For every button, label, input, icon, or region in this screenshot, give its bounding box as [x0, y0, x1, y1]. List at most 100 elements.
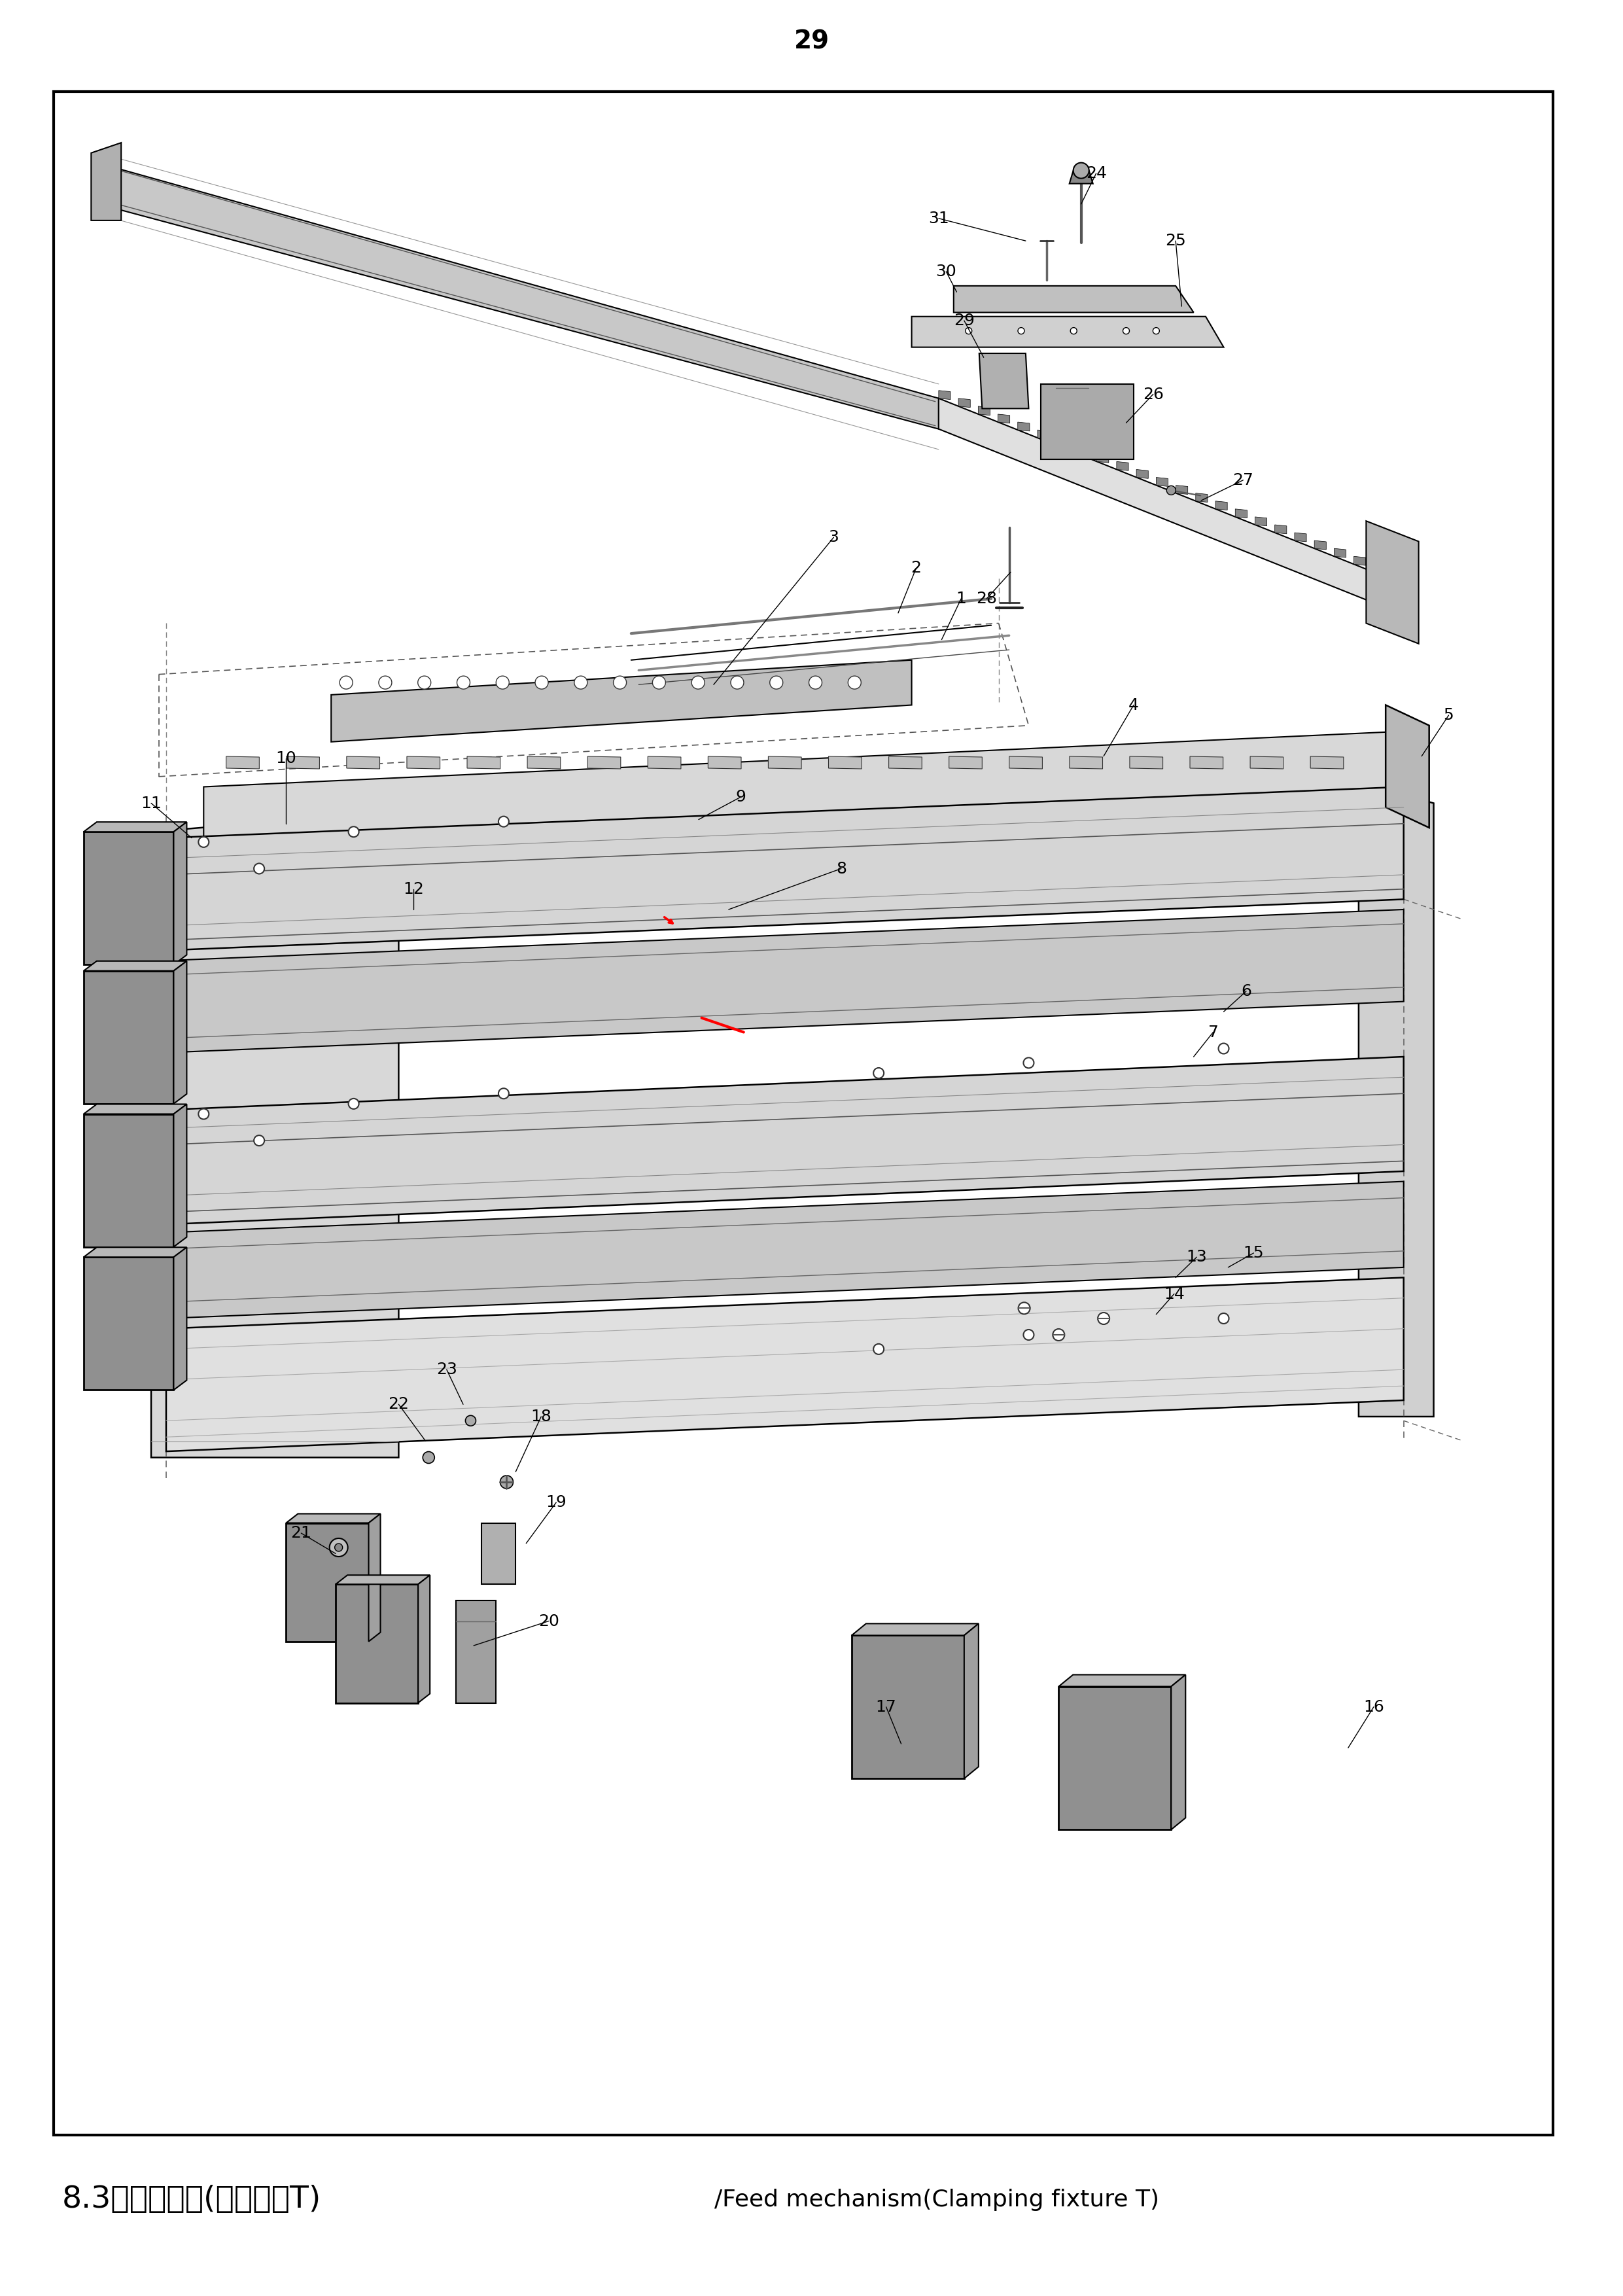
Text: 19: 19 — [545, 1495, 566, 1511]
Circle shape — [1018, 1302, 1031, 1313]
Text: 13: 13 — [1186, 1249, 1208, 1265]
Circle shape — [1053, 1329, 1065, 1341]
Text: 15: 15 — [1243, 1244, 1264, 1261]
Circle shape — [1167, 487, 1175, 496]
Polygon shape — [1078, 445, 1089, 455]
Polygon shape — [768, 755, 802, 769]
Polygon shape — [1274, 526, 1287, 533]
Text: 7: 7 — [1208, 1024, 1219, 1040]
Polygon shape — [174, 822, 187, 964]
Circle shape — [417, 675, 430, 689]
Text: 8: 8 — [836, 861, 846, 877]
Polygon shape — [407, 755, 440, 769]
Circle shape — [198, 836, 209, 847]
Circle shape — [1073, 163, 1089, 179]
Polygon shape — [964, 1623, 979, 1779]
Polygon shape — [84, 962, 187, 971]
Circle shape — [873, 1343, 885, 1355]
Text: 24: 24 — [1086, 165, 1107, 181]
Polygon shape — [84, 822, 187, 831]
Polygon shape — [1117, 461, 1128, 471]
Polygon shape — [419, 1575, 430, 1704]
Text: 6: 6 — [1242, 983, 1251, 999]
Bar — [84, 831, 174, 964]
Polygon shape — [166, 1182, 1404, 1318]
Polygon shape — [1196, 494, 1208, 503]
Text: 29: 29 — [794, 30, 829, 53]
Polygon shape — [828, 755, 862, 769]
Text: 11: 11 — [141, 794, 162, 810]
Text: 31: 31 — [928, 211, 949, 227]
Circle shape — [198, 1109, 209, 1118]
Polygon shape — [1216, 501, 1227, 510]
Bar — [54, 92, 1553, 2135]
Polygon shape — [1058, 1674, 1185, 1688]
Circle shape — [1071, 328, 1078, 335]
Polygon shape — [99, 163, 938, 429]
Polygon shape — [1037, 429, 1050, 439]
Polygon shape — [166, 909, 1404, 1052]
Polygon shape — [347, 755, 380, 769]
Polygon shape — [1172, 1674, 1185, 1830]
Polygon shape — [1070, 170, 1092, 184]
Text: 9: 9 — [735, 790, 747, 806]
Text: 16: 16 — [1363, 1699, 1384, 1715]
Polygon shape — [938, 397, 1373, 604]
Polygon shape — [1310, 755, 1344, 769]
Circle shape — [1097, 1313, 1110, 1325]
Polygon shape — [1367, 521, 1419, 643]
Circle shape — [253, 1134, 265, 1146]
Polygon shape — [166, 788, 1404, 951]
Circle shape — [498, 817, 510, 827]
Polygon shape — [1130, 755, 1162, 769]
Text: 23: 23 — [437, 1362, 458, 1378]
Circle shape — [466, 1414, 476, 1426]
Polygon shape — [174, 962, 187, 1104]
Text: 4: 4 — [1128, 698, 1139, 712]
Circle shape — [497, 675, 510, 689]
Circle shape — [458, 675, 471, 689]
Circle shape — [349, 827, 359, 838]
Text: 21: 21 — [291, 1525, 312, 1541]
Bar — [84, 971, 174, 1104]
Polygon shape — [954, 287, 1193, 312]
Text: 2: 2 — [911, 560, 922, 576]
Polygon shape — [852, 1623, 979, 1635]
Polygon shape — [151, 810, 399, 1458]
Circle shape — [422, 1451, 435, 1463]
Polygon shape — [336, 1575, 430, 1584]
Polygon shape — [1156, 478, 1169, 487]
Circle shape — [1219, 1313, 1229, 1325]
Polygon shape — [708, 755, 742, 769]
Circle shape — [500, 1476, 513, 1488]
Polygon shape — [998, 413, 1010, 422]
Polygon shape — [174, 1104, 187, 1247]
Circle shape — [349, 1097, 359, 1109]
Circle shape — [691, 675, 704, 689]
Polygon shape — [1255, 517, 1268, 526]
Polygon shape — [331, 659, 912, 742]
Polygon shape — [166, 1056, 1404, 1224]
Polygon shape — [1315, 540, 1326, 549]
Text: 14: 14 — [1164, 1286, 1185, 1302]
Polygon shape — [1295, 533, 1307, 542]
Circle shape — [1219, 1042, 1229, 1054]
Circle shape — [966, 328, 972, 335]
Circle shape — [1018, 328, 1024, 335]
Circle shape — [1123, 328, 1130, 335]
Circle shape — [769, 675, 782, 689]
Circle shape — [652, 675, 665, 689]
Polygon shape — [456, 1600, 497, 1704]
Polygon shape — [1358, 783, 1433, 1417]
Text: 22: 22 — [388, 1396, 409, 1412]
Polygon shape — [166, 1277, 1404, 1451]
Text: 8.3、送料装置(压框夹具T): 8.3、送料装置(压框夹具T) — [62, 2186, 321, 2213]
Circle shape — [730, 675, 743, 689]
Polygon shape — [1334, 549, 1345, 558]
Polygon shape — [1097, 455, 1109, 464]
Polygon shape — [480, 1522, 516, 1584]
Bar — [84, 1258, 174, 1389]
Polygon shape — [1010, 755, 1042, 769]
Polygon shape — [91, 142, 122, 220]
Text: 18: 18 — [531, 1410, 552, 1424]
